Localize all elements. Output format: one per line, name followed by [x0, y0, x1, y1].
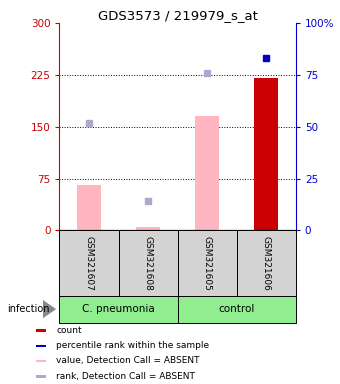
Bar	[195, 116, 219, 230]
Bar	[136, 227, 160, 230]
Text: GSM321608: GSM321608	[143, 236, 153, 291]
Bar	[36, 360, 46, 362]
Bar	[59, 230, 119, 296]
Text: GSM321607: GSM321607	[85, 236, 94, 291]
Text: GSM321605: GSM321605	[203, 236, 212, 291]
Text: value, Detection Call = ABSENT: value, Detection Call = ABSENT	[56, 356, 200, 366]
Bar	[254, 78, 278, 230]
Text: rank, Detection Call = ABSENT: rank, Detection Call = ABSENT	[56, 372, 195, 381]
Bar	[36, 344, 46, 347]
Text: count: count	[56, 326, 82, 335]
Text: percentile rank within the sample: percentile rank within the sample	[56, 341, 209, 350]
Title: GDS3573 / 219979_s_at: GDS3573 / 219979_s_at	[98, 9, 258, 22]
Polygon shape	[42, 300, 56, 319]
Bar	[119, 230, 177, 296]
Bar	[237, 230, 296, 296]
Bar	[59, 296, 177, 323]
Bar	[177, 296, 296, 323]
Text: C. pneumonia: C. pneumonia	[82, 304, 155, 314]
Text: control: control	[219, 304, 255, 314]
Bar	[177, 230, 237, 296]
Text: infection: infection	[7, 304, 49, 314]
Bar	[36, 329, 46, 331]
Bar	[36, 375, 46, 377]
Text: GSM321606: GSM321606	[262, 236, 271, 291]
Bar	[77, 185, 101, 230]
